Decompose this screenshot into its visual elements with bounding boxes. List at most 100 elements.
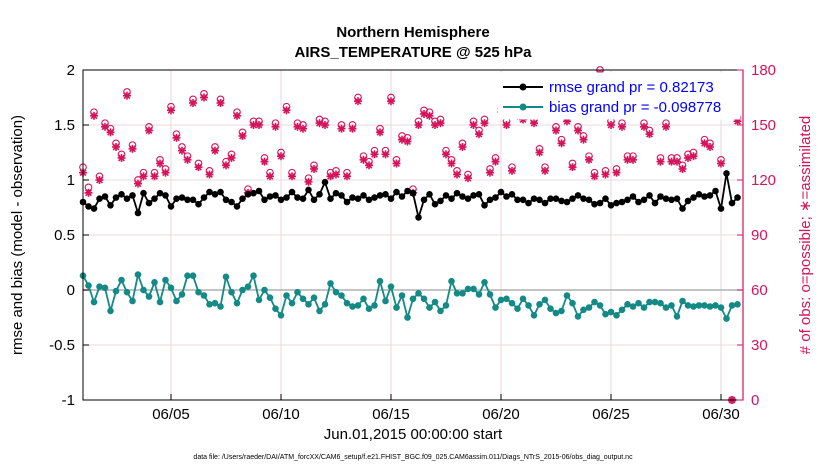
bias-point xyxy=(371,302,378,309)
y-right-tick-label: 180 xyxy=(751,62,776,79)
rmse-point xyxy=(228,198,235,206)
rmse-point xyxy=(591,200,598,208)
obs-assimilated-marker xyxy=(161,168,170,177)
bias-point xyxy=(376,277,384,285)
obs-assimilated-marker xyxy=(139,172,148,181)
obs-assimilated-marker xyxy=(128,144,137,153)
obs-assimilated-marker xyxy=(332,170,340,179)
rmse-point xyxy=(448,195,455,202)
obs-assimilated-stroke xyxy=(398,136,406,144)
obs-assimilated-stroke xyxy=(129,145,136,153)
obs-assimilated-stroke xyxy=(426,112,433,120)
bias-point xyxy=(222,273,230,281)
legend-rmse-marker xyxy=(519,83,527,91)
series-layer xyxy=(79,170,741,322)
obs-assimilated-stroke xyxy=(706,143,714,151)
obs-assimilated-marker xyxy=(678,165,687,173)
obs-assimilated-marker xyxy=(156,159,164,168)
rmse-point xyxy=(618,198,626,206)
rmse-point xyxy=(349,194,356,201)
bias-point xyxy=(96,283,103,291)
obs-assimilated-stroke xyxy=(277,152,285,160)
bias-point xyxy=(261,286,268,294)
obs-assimilated-stroke xyxy=(266,172,274,180)
rmse-point xyxy=(129,192,136,199)
obs-assimilated-stroke xyxy=(112,143,120,151)
obs-assimilated-marker xyxy=(90,111,98,120)
rmse-point xyxy=(459,193,466,200)
obs-assimilated-stroke xyxy=(387,97,395,105)
obs-assimilated-stroke xyxy=(404,138,411,145)
bias-point xyxy=(272,305,279,313)
rmse-point xyxy=(261,196,268,204)
bias-point xyxy=(706,303,714,310)
obs-assimilated-marker xyxy=(343,172,351,181)
obs-assimilated-stroke xyxy=(123,92,131,100)
obs-assimilated-marker xyxy=(453,170,461,179)
obs-assimilated-marker xyxy=(601,170,610,179)
obs-assimilated-marker xyxy=(277,152,285,161)
rmse-point xyxy=(475,191,483,198)
obs-assimilated-stroke xyxy=(107,128,114,136)
rmse-point xyxy=(519,196,527,204)
bias-point xyxy=(338,292,345,299)
rmse-point xyxy=(651,199,659,207)
x-tick-label: 06/20 xyxy=(482,406,520,423)
bias-point xyxy=(635,299,642,307)
obs-assimilated-stroke xyxy=(662,123,670,131)
legend-box xyxy=(497,72,741,120)
rmse-point xyxy=(547,195,554,202)
rmse-point xyxy=(145,199,153,207)
obs-assimilated-stroke xyxy=(134,180,142,188)
obs-assimilated-marker xyxy=(502,121,511,129)
bias-point xyxy=(426,304,433,311)
bias-point xyxy=(684,302,692,309)
obs-assimilated-stroke xyxy=(156,160,164,167)
bias-point xyxy=(591,298,598,306)
obs-assimilated-marker xyxy=(607,121,615,129)
rmse-point xyxy=(640,196,648,204)
bias-point xyxy=(200,292,208,299)
rmse-point xyxy=(503,193,510,200)
obs-assimilated-stroke xyxy=(382,150,389,158)
y-tick-label: -1 xyxy=(62,392,75,409)
rmse-point xyxy=(211,191,219,198)
obs-assimilated-marker xyxy=(579,135,588,144)
rmse-point xyxy=(409,189,417,197)
obs-assimilated-marker xyxy=(629,155,637,164)
rmse-point xyxy=(393,188,400,196)
bias-point xyxy=(481,279,488,286)
obs-assimilated-stroke xyxy=(657,158,664,166)
obs-assimilated-marker xyxy=(387,97,395,106)
bias-point xyxy=(90,298,98,306)
rmse-point xyxy=(112,194,120,201)
obs-assimilated-marker xyxy=(150,172,159,181)
obs-assimilated-marker xyxy=(425,111,434,120)
obs-assimilated-stroke xyxy=(448,160,455,167)
obs-assimilated-marker xyxy=(282,106,291,115)
y-axis-label: rmse and bias (model - observation) xyxy=(9,115,26,355)
bias-point xyxy=(448,277,455,285)
obs-assimilated-marker xyxy=(299,124,307,133)
rmse-point xyxy=(206,188,213,196)
rmse-point xyxy=(712,187,719,195)
obs-assimilated-marker xyxy=(640,122,648,131)
obs-assimilated-stroke xyxy=(239,132,246,140)
obs-assimilated-marker xyxy=(95,176,104,184)
bias-point xyxy=(316,307,323,315)
y-tick-label: -0.5 xyxy=(49,337,75,354)
obs-assimilated-marker xyxy=(645,130,654,139)
obs-assimilated-stroke xyxy=(701,139,708,147)
obs-assimilated-marker xyxy=(183,155,192,164)
rmse-point xyxy=(398,193,406,200)
rmse-point xyxy=(217,188,224,196)
rmse-point xyxy=(184,196,191,204)
bias-point xyxy=(360,295,367,303)
rmse-point xyxy=(101,193,109,200)
bias-point xyxy=(734,301,741,308)
rmse-point xyxy=(151,195,158,202)
bias-point xyxy=(602,310,609,318)
obs-assimilated-marker xyxy=(673,157,681,166)
obs-assimilated-stroke xyxy=(618,123,626,131)
obs-assimilated-marker xyxy=(117,154,126,162)
